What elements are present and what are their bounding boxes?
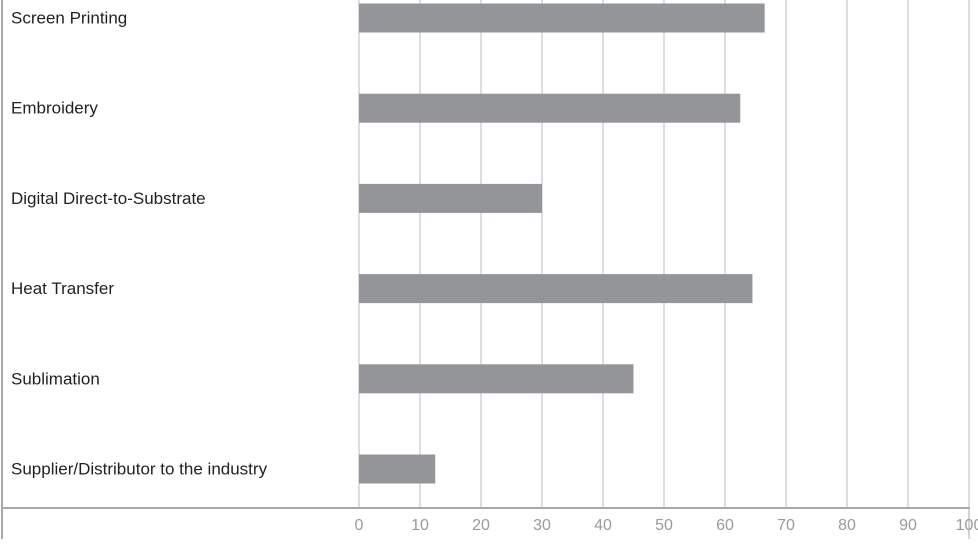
category-label-0: Screen Printing	[11, 9, 127, 28]
x-tick-label-0: 0	[355, 517, 364, 534]
bar-3	[359, 274, 753, 304]
bar-0	[359, 3, 765, 33]
x-tick-label-90: 90	[899, 517, 917, 534]
x-tick-label-70: 70	[777, 517, 795, 534]
bar-2	[359, 183, 542, 213]
category-labels: Screen Printing Embroidery Digital Direct-…	[11, 9, 268, 479]
bar-4	[359, 364, 634, 394]
category-label-3: Heat Transfer	[11, 279, 114, 298]
category-label-1: Embroidery	[11, 99, 98, 118]
x-tick-label-80: 80	[838, 517, 856, 534]
grid-lines	[358, 0, 970, 508]
category-label-4: Sublimation	[11, 369, 100, 388]
x-tick-label-50: 50	[655, 517, 673, 534]
x-tick-labels: 0 10 20 30 40 50 60 70 80 90 100	[355, 517, 978, 534]
x-tick-label-20: 20	[472, 517, 490, 534]
category-label-2: Digital Direct-to-Substrate	[11, 189, 206, 208]
category-label-5: Supplier/Distributor to the industry	[11, 460, 268, 479]
bar-5	[359, 454, 436, 484]
x-tick-label-10: 10	[411, 517, 429, 534]
x-tick-label-40: 40	[594, 517, 612, 534]
x-tick-label-60: 60	[716, 517, 734, 534]
bars	[359, 3, 765, 484]
bar-1	[359, 93, 741, 123]
x-tick-label-30: 30	[533, 517, 551, 534]
x-tick-label-100: 100	[956, 517, 978, 534]
